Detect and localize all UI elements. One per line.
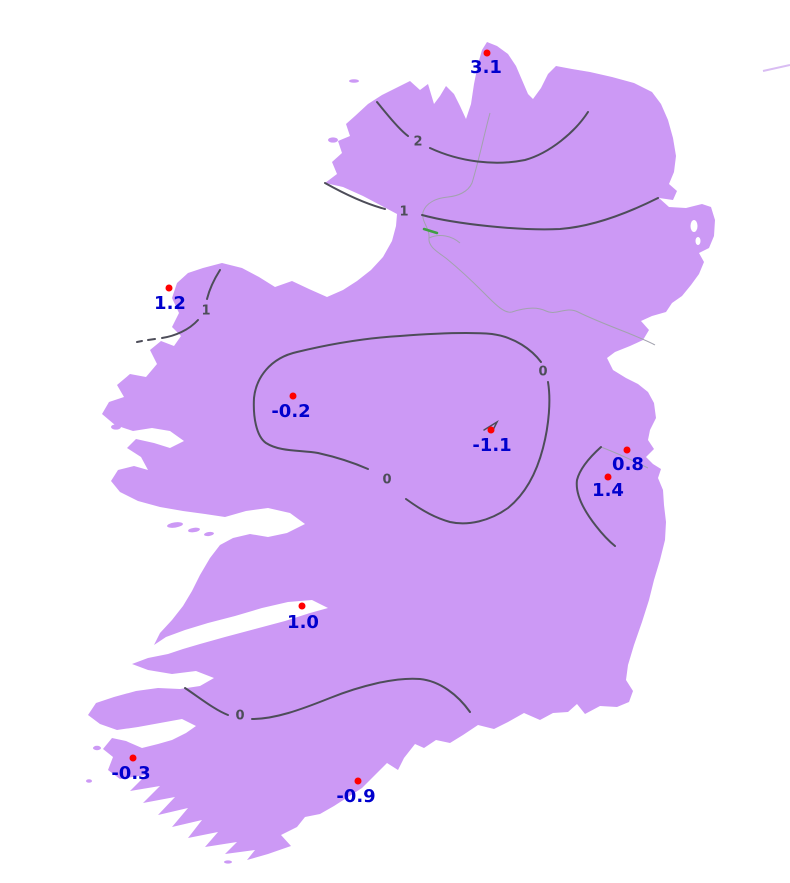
scotland-coast-sliver [762, 64, 790, 72]
station-dot [487, 426, 495, 434]
station-dot [483, 49, 491, 57]
contour-level-label: 1 [201, 303, 211, 319]
contour-level-label: 0 [538, 364, 548, 380]
contour-line-1-west [147, 338, 156, 341]
station-dot [604, 473, 612, 481]
contour-line-0-central [252, 331, 542, 470]
contour-level-label: 0 [235, 708, 245, 724]
contour-line-0-dublin [575, 446, 616, 547]
contour-lines [136, 101, 659, 720]
contour-line-0-south [251, 677, 471, 720]
station-value-label: -0.9 [336, 786, 376, 807]
station-dot [623, 446, 631, 454]
offshore-islands [86, 79, 359, 864]
contour-line-1-west [161, 319, 199, 339]
station-value-label: -0.3 [111, 763, 151, 784]
station-value-label: 1.4 [592, 480, 624, 501]
contour-level-label: 0 [382, 472, 392, 488]
station-dot [289, 392, 297, 400]
station-value-label: 1.2 [154, 293, 186, 314]
contour-level-label: 2 [413, 134, 423, 150]
ireland-landmass [88, 42, 715, 860]
contour-line-2 [376, 101, 409, 137]
contour-line-1-west [136, 340, 143, 343]
station-value-label: 1.0 [287, 612, 319, 633]
contour-level-label: 1 [399, 204, 409, 220]
station-dot [165, 284, 173, 292]
station-dot [129, 754, 137, 762]
strangford-lough [690, 220, 701, 245]
station-value-label: 3.1 [470, 57, 502, 78]
contour-line-1-north [324, 182, 386, 210]
contour-line-0-south [184, 687, 229, 716]
internal-borders [422, 112, 656, 469]
station-dot [298, 602, 306, 610]
contour-line-1-north [421, 197, 659, 231]
green-lough-mark [422, 227, 439, 235]
station-value-label: 0.8 [612, 454, 644, 475]
contour-line-1-west [206, 269, 221, 300]
station-dot [354, 777, 362, 785]
station-value-label: -0.2 [271, 401, 311, 422]
station-value-label: -1.1 [472, 435, 512, 456]
contour-line-2 [429, 111, 589, 164]
contour-line-0-central [405, 381, 551, 525]
